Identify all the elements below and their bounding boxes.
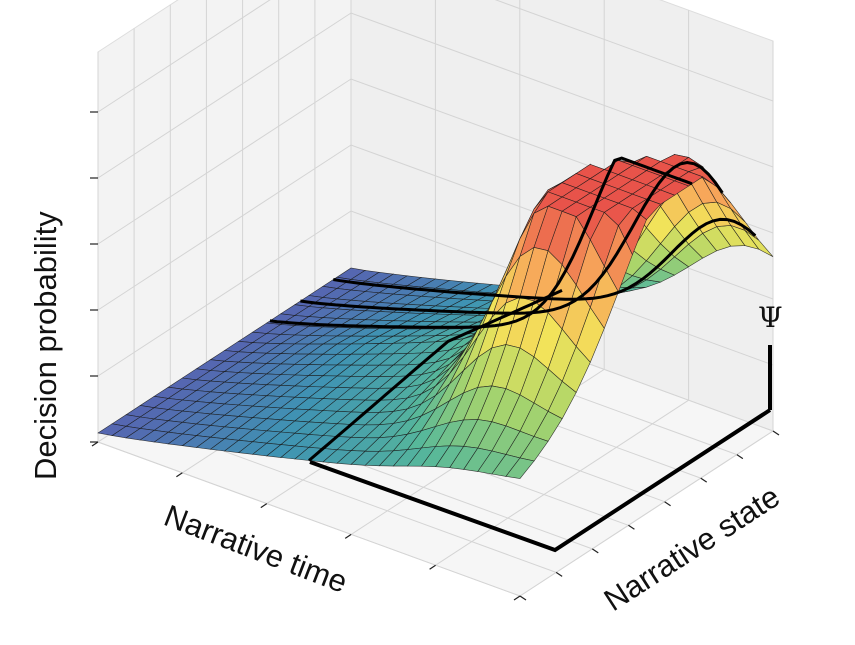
grid-line-height — [97, 12, 774, 179]
time-slice-line — [308, 289, 563, 462]
tick-marks — [90, 111, 780, 601]
psi-annotation: Ψ — [758, 301, 783, 334]
surface-patch — [505, 457, 535, 479]
z-tick — [628, 524, 635, 530]
x-tick — [260, 503, 268, 509]
x-tick — [344, 533, 352, 539]
z-tick — [591, 548, 599, 554]
grid-line-height — [97, 0, 774, 113]
z-tick — [736, 454, 744, 460]
x-tick — [91, 441, 99, 447]
z-tick — [700, 477, 708, 483]
x-tick — [429, 564, 436, 570]
x-tick — [513, 595, 521, 601]
state-axis-indicator — [309, 345, 772, 553]
z-tick — [772, 430, 780, 436]
z-tick — [664, 501, 671, 507]
z-tick — [519, 595, 527, 601]
state-axis-line — [309, 408, 772, 553]
y-axis-label: Decision probability — [28, 211, 63, 480]
highlighted-slices — [269, 156, 757, 462]
z-tick — [555, 571, 563, 577]
grid-line-height — [97, 210, 774, 377]
x-tick — [176, 472, 183, 478]
